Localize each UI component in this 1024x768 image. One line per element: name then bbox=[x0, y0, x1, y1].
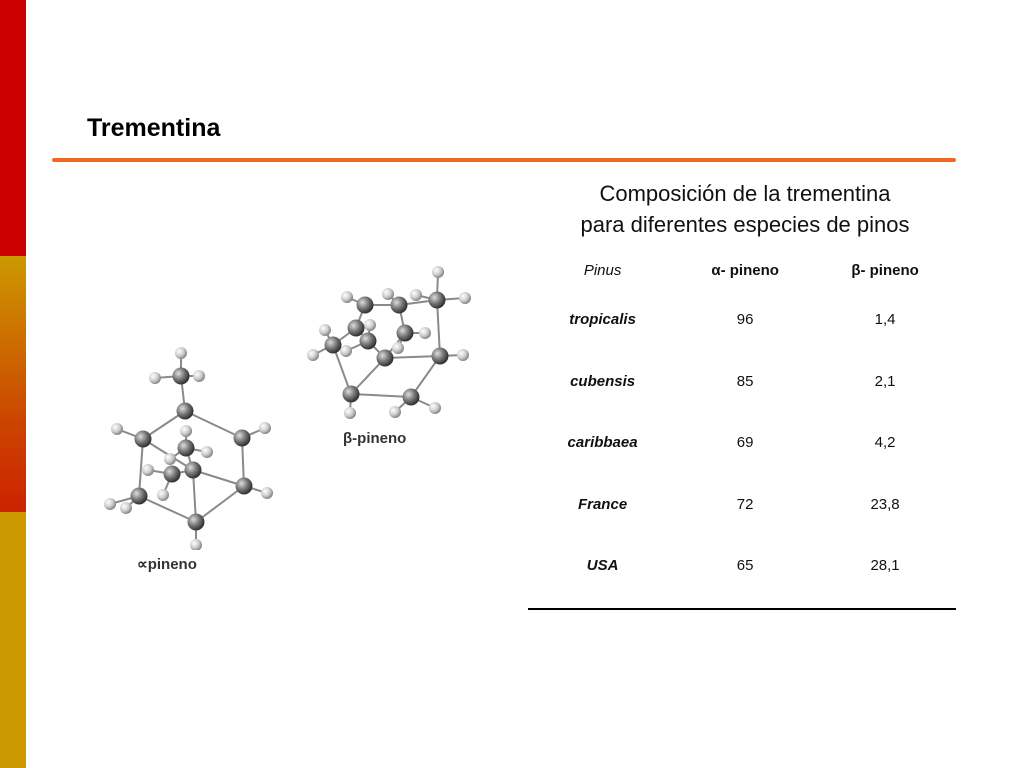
alpha-cell: 65 bbox=[736, 557, 754, 575]
header-alpha-pinene: α- pineno bbox=[711, 261, 779, 279]
beta-cell: 4,2 bbox=[874, 434, 896, 452]
table-row: caribbaea 69 4,2 bbox=[530, 412, 955, 474]
caption-line-2: para diferentes especies de pinos bbox=[580, 212, 910, 237]
alpha-cell: 85 bbox=[736, 372, 754, 390]
header-pinus: Pinus bbox=[583, 261, 622, 279]
beta-cell: 1,4 bbox=[874, 311, 896, 329]
species-cell: tropicalis bbox=[569, 311, 636, 329]
header-beta-pinene: β- pineno bbox=[851, 261, 919, 279]
table-row: France 72 23,8 bbox=[530, 474, 955, 536]
alpha-cell: 69 bbox=[736, 434, 754, 452]
species-cell: cubensis bbox=[570, 372, 636, 390]
species-cell: France bbox=[577, 495, 628, 513]
beta-cell: 23,8 bbox=[870, 495, 900, 513]
beta-cell: 28,1 bbox=[870, 557, 900, 575]
caption-line-1: Composición de la trementina bbox=[599, 181, 891, 206]
composition-table: Pinus α- pineno β- pineno tropicalis 96 … bbox=[530, 251, 955, 597]
table-bottom-rule bbox=[528, 608, 956, 610]
title-underline bbox=[52, 158, 956, 162]
table-row: USA 65 28,1 bbox=[530, 535, 955, 597]
table-header-row: Pinus α- pineno β- pineno bbox=[530, 251, 955, 289]
left-accent-bar-red bbox=[0, 0, 26, 256]
alpha-cell: 96 bbox=[736, 311, 754, 329]
table-row: tropicalis 96 1,4 bbox=[530, 289, 955, 351]
left-accent-bar-gold bbox=[0, 512, 26, 768]
alpha-cell: 72 bbox=[736, 495, 754, 513]
species-cell: USA bbox=[586, 557, 619, 575]
left-accent-bar-gradient bbox=[0, 256, 26, 512]
table-row: cubensis 85 2,1 bbox=[530, 351, 955, 413]
species-cell: caribbaea bbox=[567, 434, 638, 452]
alpha-pinene-molecule bbox=[104, 347, 273, 550]
table-caption: Composición de la trementina para difere… bbox=[530, 178, 960, 240]
beta-cell: 2,1 bbox=[874, 372, 896, 390]
beta-pinene-label: β-pineno bbox=[343, 430, 407, 447]
beta-pinene-molecule bbox=[307, 266, 471, 419]
slide-title: Trementina bbox=[87, 114, 221, 142]
alpha-pinene-label: ∝pineno bbox=[137, 556, 197, 573]
